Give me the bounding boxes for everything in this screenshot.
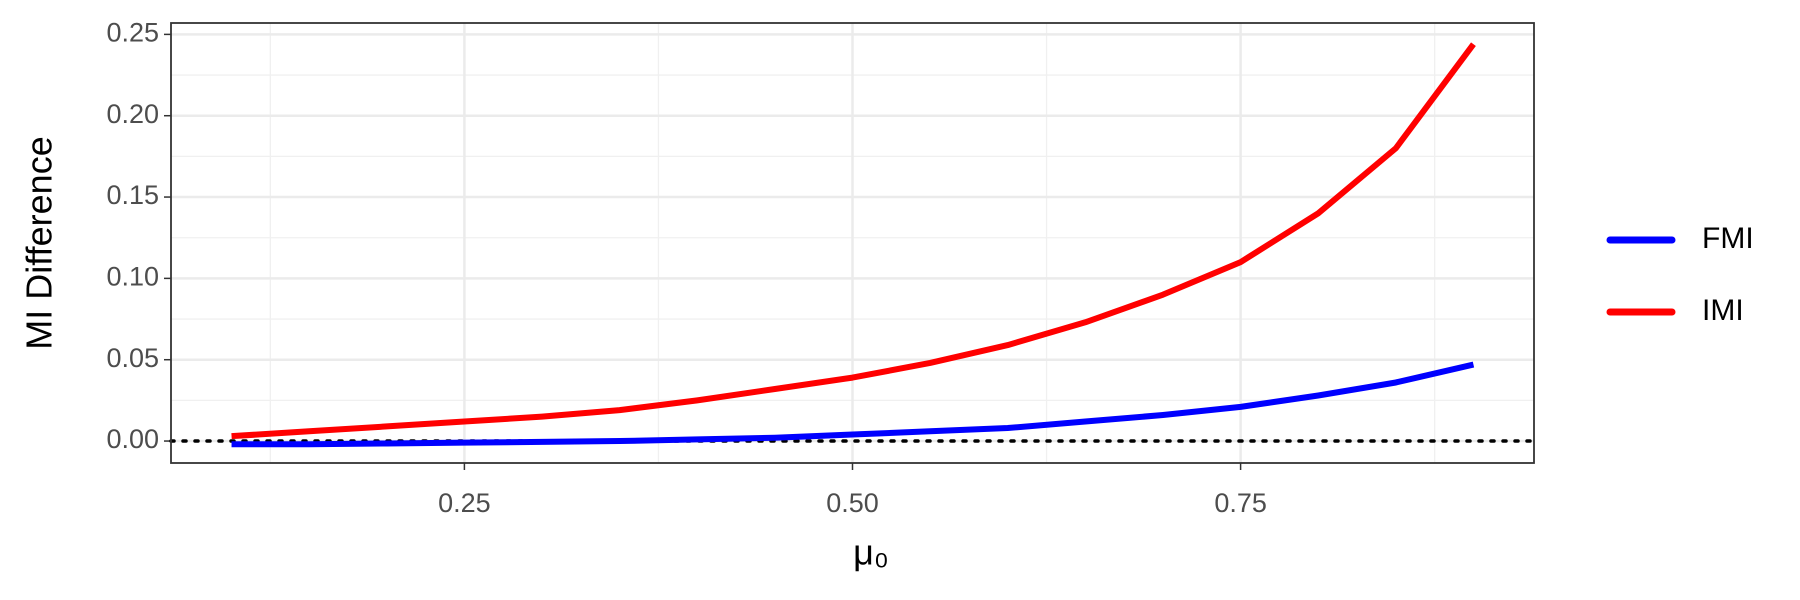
x-tick-label: 0.25 (438, 488, 491, 518)
y-tick-label: 0.00 (106, 424, 159, 454)
y-tick-label: 0.10 (106, 262, 159, 292)
x-tick-label: 0.50 (826, 488, 879, 518)
x-tick-label: 0.75 (1214, 488, 1267, 518)
legend-label: FMI (1702, 222, 1754, 255)
y-tick-label: 0.05 (106, 343, 159, 373)
y-axis-title: MI Difference (19, 136, 60, 349)
legend-label: IMI (1702, 294, 1744, 327)
y-tick-label: 0.15 (106, 180, 159, 210)
plot-border (170, 22, 1535, 464)
data-line (231, 42, 1476, 440)
y-tick-label: 0.25 (106, 18, 159, 48)
y-tick-label: 0.20 (106, 99, 159, 129)
x-axis-title: μ₀ (853, 532, 889, 573)
data-line (231, 361, 1475, 448)
